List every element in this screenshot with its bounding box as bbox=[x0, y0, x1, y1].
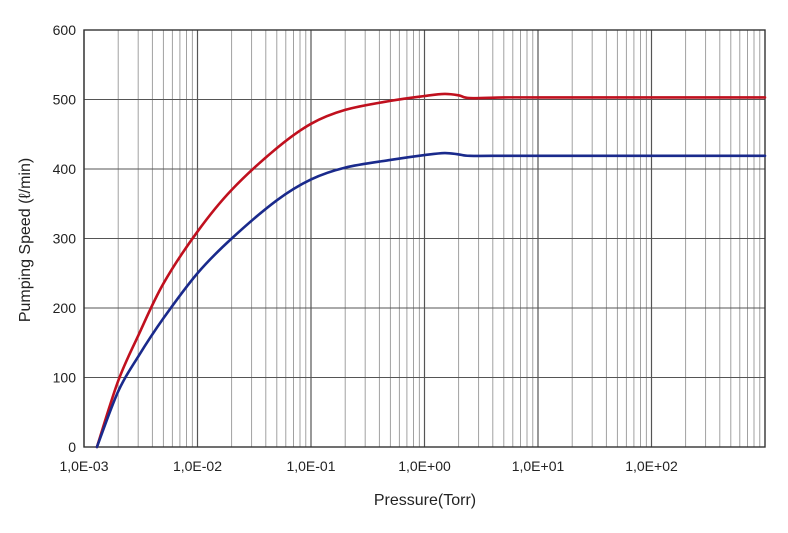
x-tick-label: 1,0E-01 bbox=[286, 458, 335, 474]
series-line-1 bbox=[95, 92, 767, 449]
plot-frame bbox=[83, 29, 766, 448]
y-tick-label: 400 bbox=[53, 161, 77, 177]
x-tick-label: 1,0E+00 bbox=[398, 458, 451, 474]
axis-layer: 0 100 200 300 400 500 600 1,0E-03 1,0E-02 1,0E-01… bbox=[53, 22, 678, 474]
x-tick-label: 1,0E-03 bbox=[59, 458, 108, 474]
y-tick-label: 600 bbox=[53, 22, 77, 38]
series-line-2 bbox=[95, 151, 767, 449]
y-tick-label: 300 bbox=[53, 231, 77, 247]
y-axis-title: Pumping Speed (ℓ/min) bbox=[17, 158, 34, 322]
x-tick-label: 1,0E+02 bbox=[625, 458, 678, 474]
y-tick-label: 200 bbox=[53, 300, 77, 316]
y-tick-label: 500 bbox=[53, 92, 77, 108]
grid-layer bbox=[83, 29, 766, 448]
series-layer bbox=[95, 92, 767, 449]
y-tick-label: 100 bbox=[53, 370, 77, 386]
x-tick-label: 1,0E+01 bbox=[512, 458, 565, 474]
y-tick-label: 0 bbox=[68, 439, 76, 455]
x-tick-label: 1,0E-02 bbox=[173, 458, 222, 474]
x-axis-title: Pressure(Torr) bbox=[374, 492, 476, 509]
